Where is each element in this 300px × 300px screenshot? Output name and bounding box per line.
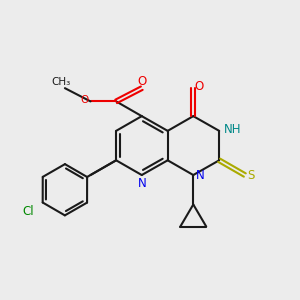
Text: O: O bbox=[80, 95, 88, 105]
Text: O: O bbox=[137, 75, 146, 88]
Text: NH: NH bbox=[224, 123, 241, 136]
Text: N: N bbox=[137, 177, 146, 190]
Text: S: S bbox=[247, 169, 254, 182]
Text: CH₃: CH₃ bbox=[52, 77, 71, 87]
Text: O: O bbox=[194, 80, 203, 93]
Text: Cl: Cl bbox=[23, 205, 34, 218]
Text: N: N bbox=[196, 169, 205, 182]
